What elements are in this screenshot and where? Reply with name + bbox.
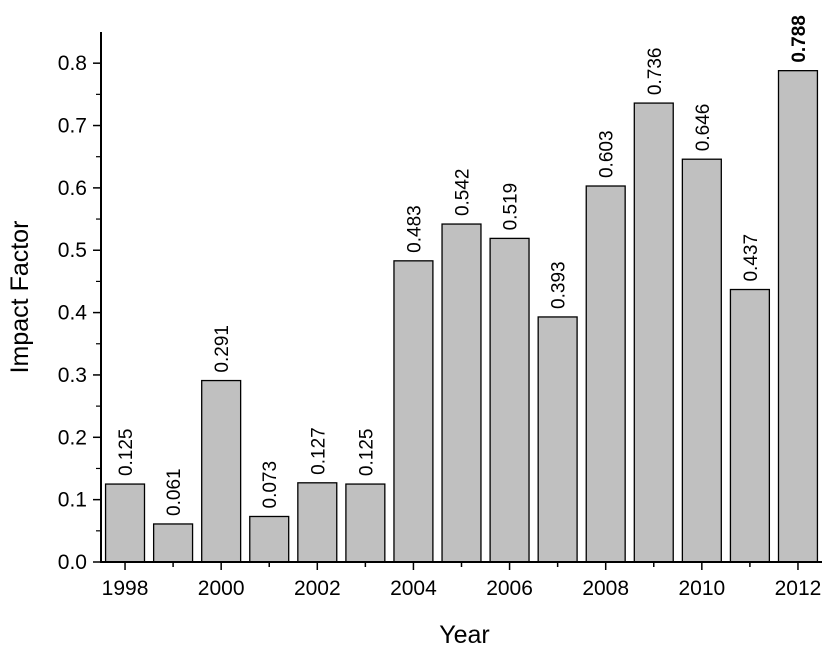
value-label-2004: 0.483 — [404, 205, 425, 253]
bar-1998 — [104, 483, 146, 563]
x-tick-label: 2006 — [486, 577, 533, 600]
value-label-2000: 0.291 — [212, 325, 233, 373]
bar-2005 — [441, 223, 482, 563]
y-tick-label: 0.0 — [58, 551, 87, 574]
bar-2006 — [489, 237, 530, 563]
bar-2002 — [297, 482, 338, 563]
x-tick-label: 2012 — [775, 577, 822, 600]
x-tick-label: 1998 — [102, 577, 149, 600]
y-axis-title: Impact Factor — [6, 221, 34, 374]
value-label-2009: 0.736 — [645, 48, 666, 96]
y-axis-ticks: 0.0 0.1 0.2 0.3 0.4 0.5 0.6 0.7 0.8 — [58, 52, 101, 574]
y-tick-label: 0.4 — [58, 302, 88, 325]
bar-2012 — [777, 70, 819, 563]
bar-2010 — [681, 158, 722, 563]
value-label-2011: 0.437 — [741, 234, 762, 282]
x-tick-label: 2002 — [294, 577, 341, 600]
bar-2000 — [201, 379, 242, 563]
y-tick-label: 0.5 — [58, 239, 87, 262]
value-label-2003: 0.125 — [356, 429, 377, 477]
y-tick-label: 0.2 — [58, 426, 87, 449]
data-labels-group: 0.125 0.061 0.291 0.073 0.127 0.125 0.483 0.542… — [116, 15, 810, 516]
value-label-2006: 0.519 — [501, 183, 522, 231]
x-tick-label: 2008 — [582, 577, 629, 600]
value-label-1999: 0.061 — [164, 468, 185, 516]
y-tick-label: 0.7 — [58, 115, 87, 138]
bar-2008 — [585, 185, 626, 563]
bar-2001 — [249, 515, 290, 563]
value-label-2012: 0.788 — [789, 15, 810, 63]
value-label-2008: 0.603 — [597, 130, 618, 178]
y-tick-label: 0.8 — [58, 52, 87, 75]
bar-2003 — [345, 483, 386, 563]
x-axis-title: Year — [439, 621, 490, 648]
y-tick-label: 0.3 — [58, 364, 87, 387]
x-tick-label: 2004 — [390, 577, 437, 600]
x-axis-ticks: 1998 2000 2002 2004 2006 2008 2010 2012 — [102, 562, 822, 600]
bar-2011 — [729, 288, 771, 563]
value-label-2002: 0.127 — [308, 427, 329, 475]
bar-2007 — [537, 316, 578, 563]
bar-2009 — [633, 102, 674, 563]
value-label-2007: 0.393 — [549, 261, 570, 309]
y-tick-label: 0.6 — [58, 177, 87, 200]
bars-group — [104, 70, 819, 563]
bar-2004 — [393, 260, 434, 563]
bar-1999 — [152, 523, 194, 563]
x-tick-label: 2000 — [198, 577, 245, 600]
value-label-2005: 0.542 — [453, 169, 474, 217]
value-label-2001: 0.073 — [260, 461, 281, 509]
value-label-1998: 0.125 — [116, 429, 137, 477]
y-tick-label: 0.1 — [58, 489, 87, 512]
value-label-2010: 0.646 — [693, 104, 714, 152]
x-tick-label: 2010 — [678, 577, 725, 600]
